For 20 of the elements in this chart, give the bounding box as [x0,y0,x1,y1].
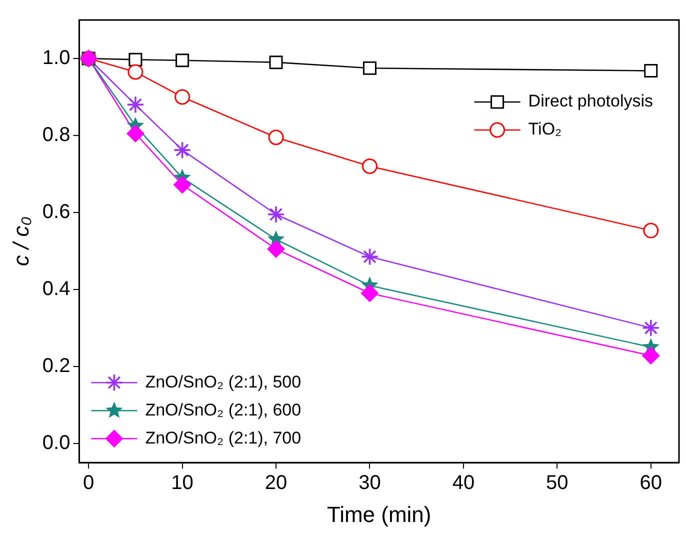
legend-label: TiO₂ [528,120,562,139]
x-tick-label: 0 [83,472,94,494]
x-tick-label: 10 [171,472,194,494]
x-tick-label: 60 [640,472,662,494]
legend-label: Direct photolysis [528,92,654,111]
y-tick-label: 0.0 [42,432,70,454]
y-tick-label: 0.8 [42,124,70,146]
y-tick-label: 0.6 [42,200,70,223]
y-tick-label: 1.0 [42,47,70,70]
legend-label: ZnO/SnO₂ (2:1), 600 [145,400,302,420]
y-tick-label: 0.4 [42,278,70,300]
x-tick-label: 40 [452,472,475,494]
y-tick-label: 0.2 [42,354,70,377]
legend-label: ZnO/SnO₂ (2:1), 700 [145,428,302,448]
y-axis-title: c / c₀ [8,216,34,266]
x-tick-label: 20 [264,472,288,494]
x-axis-title: Time (min) [326,502,432,527]
x-tick-label: 30 [358,472,381,494]
legend-label: ZnO/SnO₂ (2:1), 500 [145,372,302,392]
x-tick-label: 50 [546,472,568,494]
